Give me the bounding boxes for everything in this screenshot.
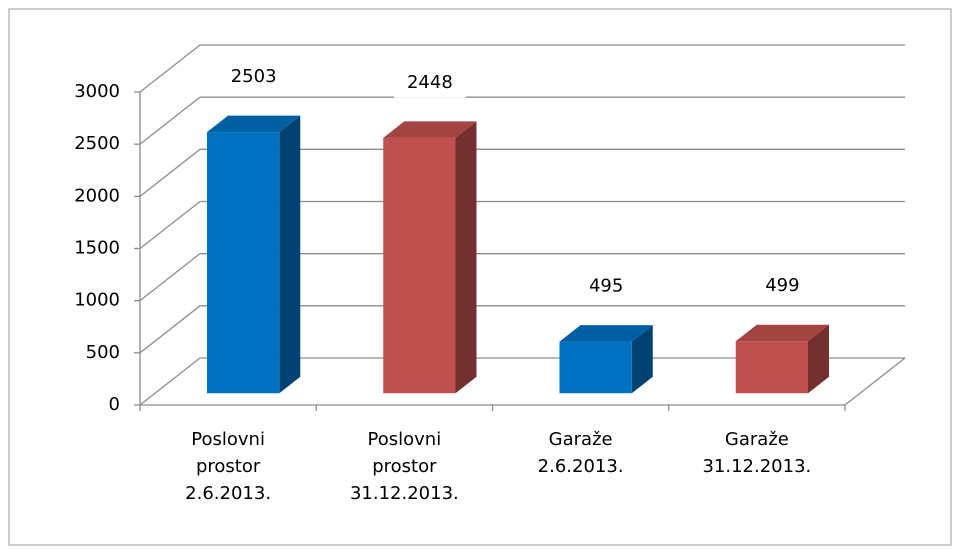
- chart-border: [8, 8, 952, 546]
- y-tick-label: 1000: [74, 290, 120, 311]
- y-tick-label: 2000: [74, 185, 120, 206]
- value-label-bg: [746, 271, 819, 302]
- bar-top: [383, 121, 477, 138]
- bar-side: [808, 324, 830, 394]
- y-tick-label: 2500: [74, 133, 120, 154]
- value-label-bg: [393, 67, 466, 98]
- bar: [559, 341, 632, 394]
- y-tick-label: 1500: [74, 238, 120, 259]
- value-label: 2503: [231, 66, 277, 87]
- value-label: 2448: [407, 72, 453, 93]
- bar-top: [735, 324, 830, 342]
- y-tick-label: 500: [86, 342, 120, 363]
- value-label-bg: [570, 271, 643, 302]
- value-label-bg: [217, 62, 290, 93]
- bar-side: [631, 325, 653, 394]
- grid-line: [139, 44, 905, 93]
- grid-line: [139, 253, 905, 302]
- bar: [383, 137, 456, 394]
- bar-top: [206, 115, 301, 133]
- x-tick-label: Poslovni prostor 2.6.2013.: [185, 429, 272, 504]
- bar-side: [279, 115, 301, 394]
- y-tick-label: 3000: [74, 81, 120, 102]
- bar-side: [455, 121, 477, 394]
- grid-line: [139, 148, 905, 197]
- x-tick-label: Garaže 31.12.2013.: [702, 429, 812, 477]
- grid-line: [139, 200, 905, 250]
- bar: [206, 132, 280, 394]
- bar: [735, 341, 809, 394]
- value-label: 499: [765, 275, 799, 296]
- bar-top: [559, 325, 653, 342]
- x-tick-label: Garaže 2.6.2013.: [537, 429, 624, 477]
- x-tick-label: Poslovni prostor 31.12.2013.: [349, 429, 459, 504]
- y-tick-label: 0: [109, 394, 120, 415]
- grid-line: [139, 96, 905, 145]
- grid-line: [139, 357, 905, 406]
- grid-line: [139, 305, 905, 354]
- value-label: 495: [589, 276, 623, 297]
